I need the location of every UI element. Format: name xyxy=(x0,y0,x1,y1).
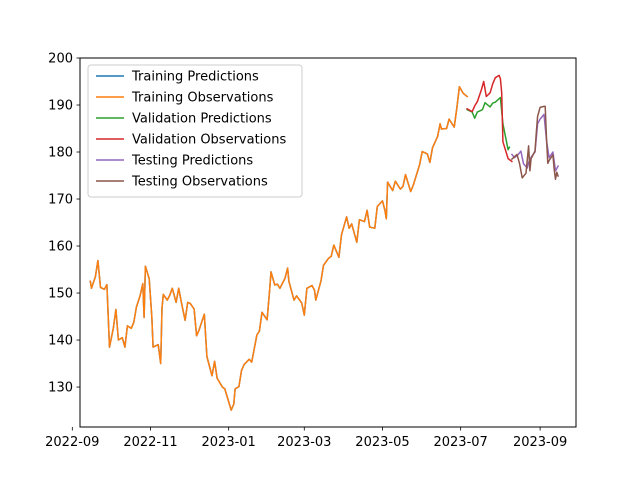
x-tick-label: 2023-05 xyxy=(355,435,409,450)
x-axis: 2022-09 2022-11 2023-01 2023-03 2023-05 2023-… xyxy=(45,427,567,450)
y-tick-label: 200 xyxy=(48,52,73,67)
legend-label-0: Training Predictions xyxy=(131,70,259,85)
series-layer xyxy=(89,74,560,411)
y-tick-label: 140 xyxy=(48,334,73,349)
legend-label-5: Testing Observations xyxy=(131,175,268,190)
legend-label-4: Testing Predictions xyxy=(131,154,253,169)
x-tick-label: 2022-11 xyxy=(123,435,177,450)
legend-label-2: Validation Predictions xyxy=(132,112,272,127)
y-tick-label: 150 xyxy=(48,287,73,302)
x-tick-label: 2023-07 xyxy=(433,435,487,450)
y-tick-label: 190 xyxy=(48,99,73,114)
legend: Training Predictions Training Observation… xyxy=(87,64,303,198)
y-axis: 130 140 150 160 170 180 190 200 xyxy=(48,52,80,396)
y-tick-label: 180 xyxy=(48,146,73,161)
series-line-1 xyxy=(89,85,469,411)
series-line-5 xyxy=(510,105,560,181)
y-tick-label: 160 xyxy=(48,240,73,255)
legend-label-3: Validation Observations xyxy=(132,133,286,148)
x-tick-label: 2023-09 xyxy=(513,435,567,450)
y-tick-label: 130 xyxy=(48,381,73,396)
y-tick-label: 170 xyxy=(48,193,73,208)
plot-frame xyxy=(79,57,577,428)
series-line-3 xyxy=(466,74,513,163)
x-tick-label: 2022-09 xyxy=(45,435,99,450)
legend-box xyxy=(87,64,303,198)
legend-label-1: Training Observations xyxy=(131,91,274,106)
x-tick-label: 2023-01 xyxy=(202,435,256,450)
x-tick-label: 2023-03 xyxy=(277,435,331,450)
